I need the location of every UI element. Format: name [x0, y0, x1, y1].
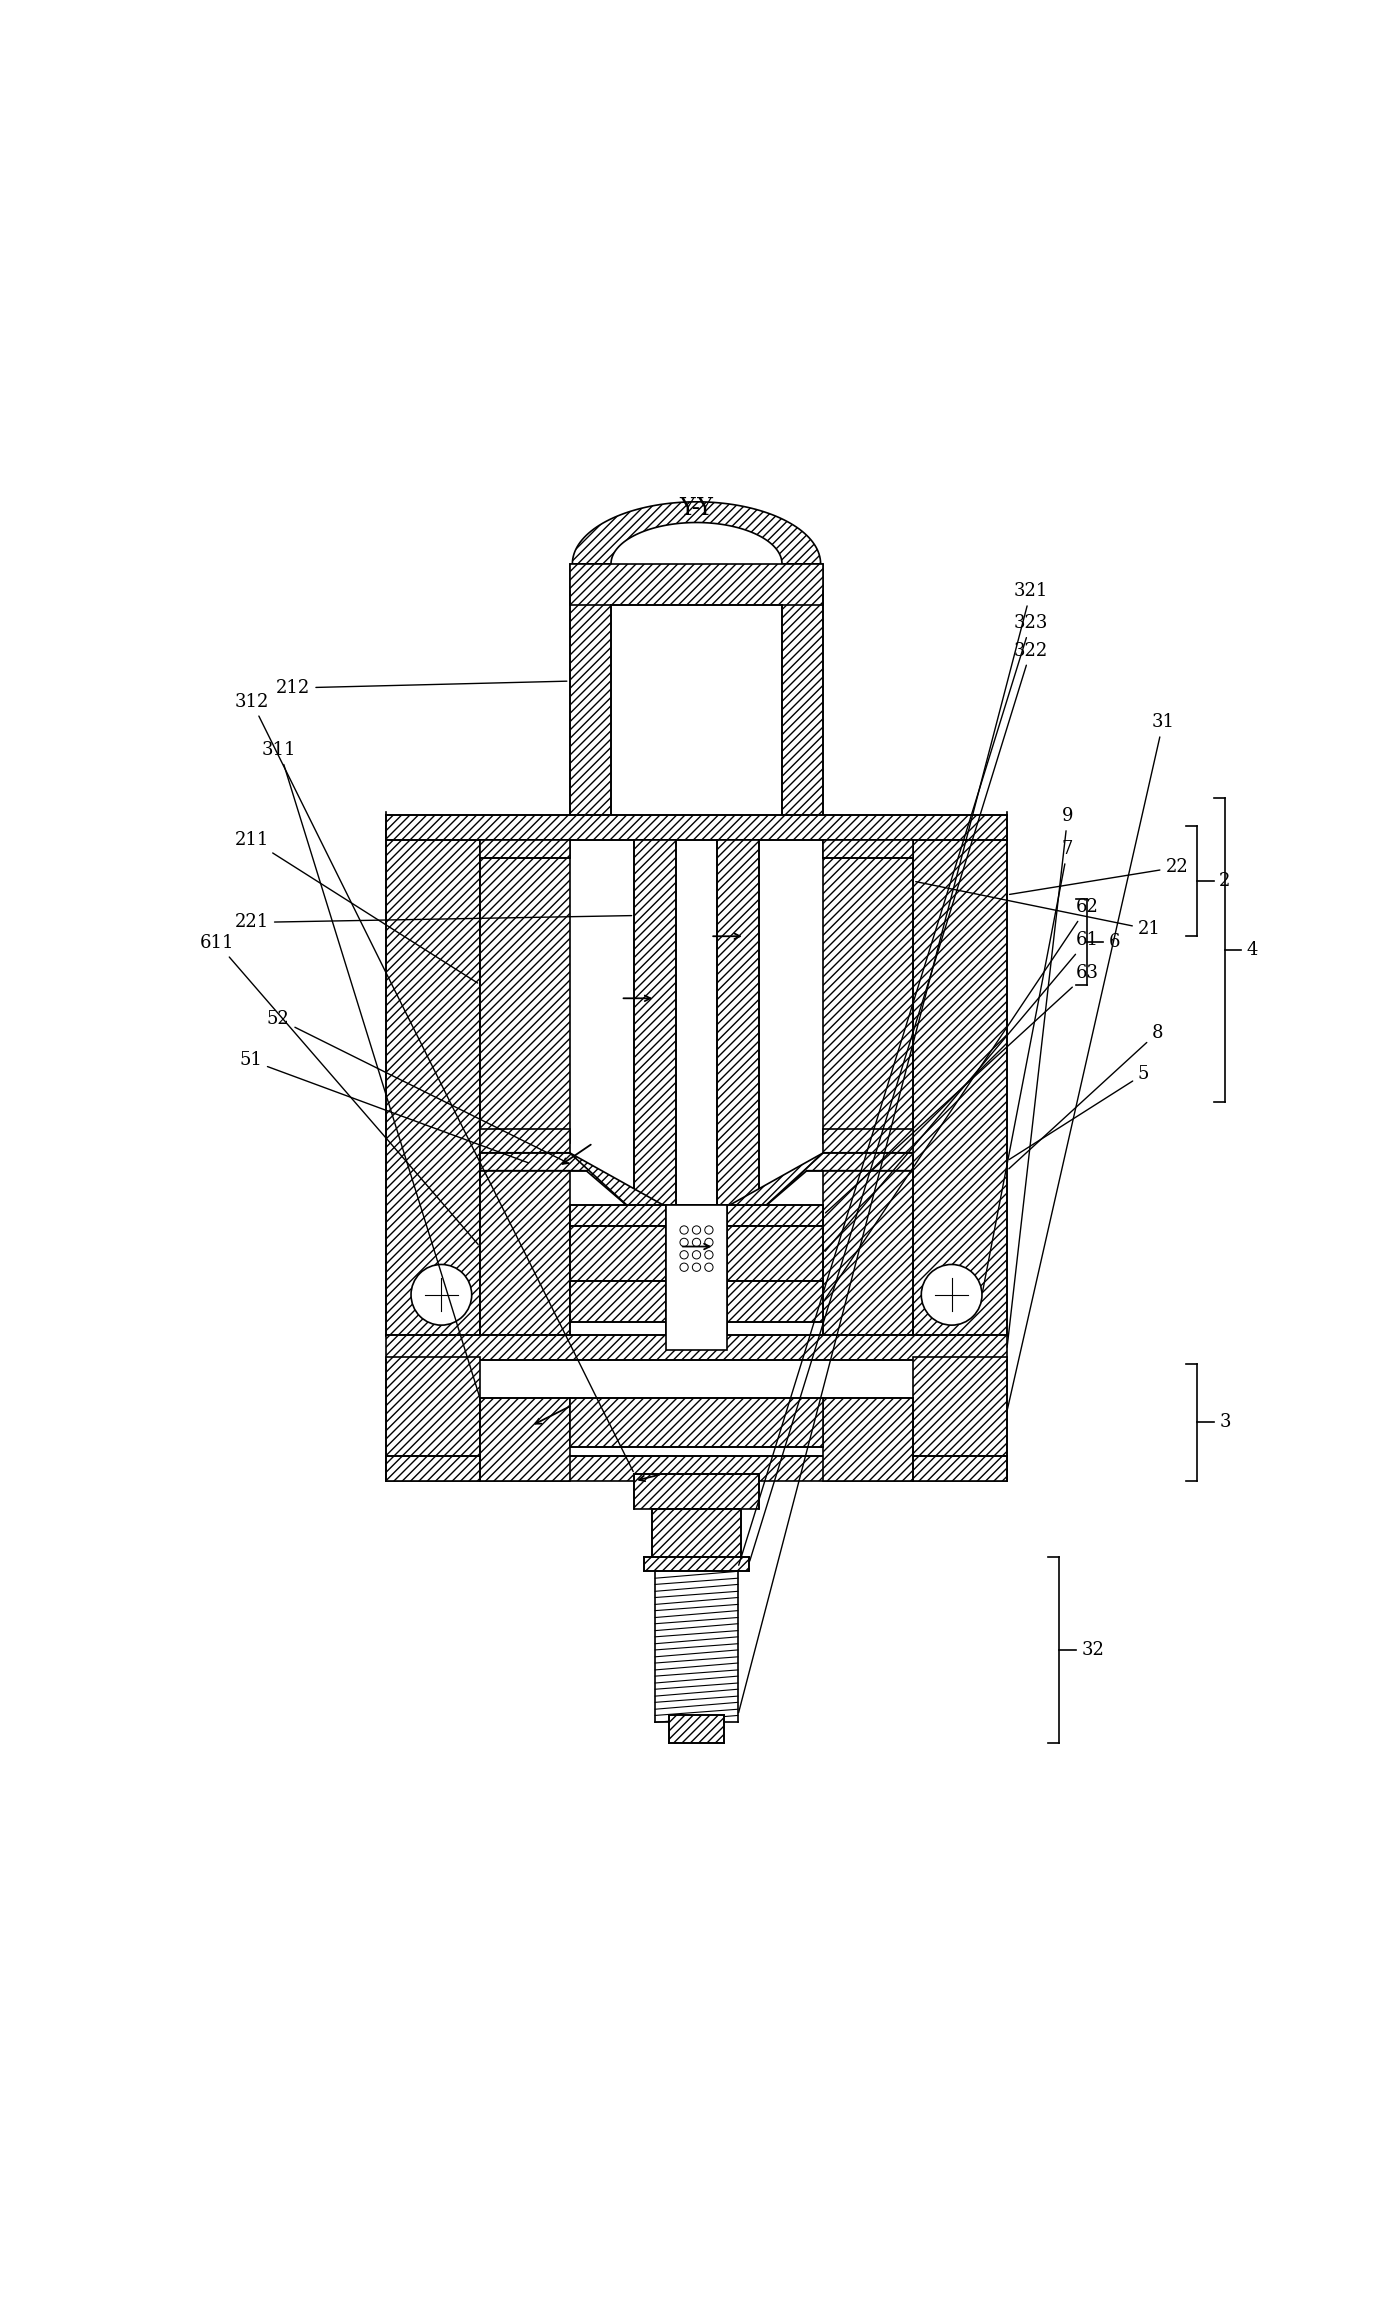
Text: 312: 312: [234, 692, 634, 1472]
Bar: [386, 826, 481, 1336]
Bar: [823, 1398, 912, 1481]
Bar: [481, 840, 570, 1143]
Bar: [481, 840, 570, 858]
Text: 9: 9: [1007, 807, 1074, 1348]
Bar: [386, 814, 1007, 840]
Bar: [570, 564, 823, 605]
Bar: [823, 840, 912, 1143]
Text: 61: 61: [825, 932, 1099, 1251]
Text: 62: 62: [825, 899, 1099, 1300]
Bar: [481, 1171, 570, 1350]
Bar: [644, 1557, 749, 1571]
Text: 31: 31: [1007, 713, 1174, 1410]
Text: 212: 212: [276, 678, 567, 697]
Text: 52: 52: [267, 1010, 567, 1162]
Bar: [669, 1716, 724, 1743]
Text: 6: 6: [1109, 934, 1120, 950]
Bar: [666, 1205, 727, 1350]
Bar: [717, 840, 759, 1212]
Bar: [823, 1129, 912, 1152]
Text: 2: 2: [1219, 872, 1230, 890]
Text: 611: 611: [201, 934, 478, 1244]
Text: 8: 8: [1009, 1024, 1163, 1168]
Bar: [823, 1171, 912, 1350]
Text: 211: 211: [234, 830, 478, 982]
Text: 5: 5: [1009, 1065, 1149, 1159]
Bar: [570, 564, 612, 826]
Text: 311: 311: [262, 741, 479, 1396]
Text: 321: 321: [738, 582, 1048, 1714]
Bar: [823, 840, 912, 858]
Text: 322: 322: [749, 642, 1048, 1562]
Bar: [666, 1205, 727, 1350]
Bar: [634, 840, 676, 1212]
Text: 323: 323: [738, 614, 1048, 1566]
Bar: [570, 1281, 823, 1322]
Polygon shape: [573, 501, 820, 564]
Bar: [912, 826, 1007, 1336]
Circle shape: [411, 1265, 472, 1325]
Text: 51: 51: [240, 1051, 528, 1164]
Text: 63: 63: [826, 964, 1099, 1212]
Bar: [481, 1129, 570, 1152]
Text: 221: 221: [235, 913, 631, 932]
Bar: [386, 1357, 481, 1481]
Bar: [781, 564, 823, 826]
Bar: [481, 1398, 570, 1481]
Polygon shape: [481, 1152, 676, 1212]
Bar: [386, 1456, 1007, 1481]
Text: Y-Y: Y-Y: [680, 497, 713, 520]
Circle shape: [921, 1265, 982, 1325]
Text: 7: 7: [982, 840, 1074, 1293]
Text: 21: 21: [915, 881, 1160, 938]
Bar: [570, 1398, 823, 1447]
Text: 22: 22: [1010, 858, 1188, 895]
Bar: [652, 1509, 741, 1564]
Bar: [634, 1474, 759, 1509]
Bar: [570, 1205, 823, 1226]
Bar: [570, 1226, 823, 1281]
Polygon shape: [717, 1152, 912, 1212]
Text: 4: 4: [1247, 941, 1258, 959]
Text: 3: 3: [1219, 1414, 1230, 1431]
Text: 32: 32: [1081, 1640, 1105, 1658]
Bar: [386, 1334, 1007, 1359]
Bar: [912, 1357, 1007, 1481]
